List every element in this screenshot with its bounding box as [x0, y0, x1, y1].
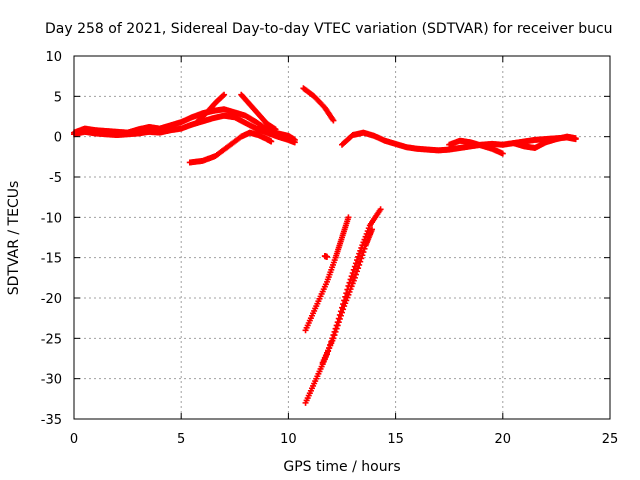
data-point — [499, 150, 506, 157]
data-point — [352, 271, 359, 278]
data-point — [349, 269, 356, 276]
data-point — [361, 245, 368, 252]
track-upper-rise — [195, 91, 228, 124]
data-point — [350, 277, 357, 284]
data-point — [268, 138, 275, 145]
data-point — [348, 273, 355, 280]
data-point — [352, 260, 359, 267]
data-point — [342, 300, 349, 307]
data-point — [343, 297, 350, 304]
data-series — [71, 85, 579, 406]
track-low-arc — [186, 129, 275, 166]
data-point — [345, 214, 352, 221]
data-point — [355, 265, 362, 272]
plot-frame — [73, 55, 611, 420]
y-tick-label: -30 — [41, 373, 62, 388]
data-point — [351, 274, 358, 281]
data-point — [272, 126, 279, 133]
data-point — [349, 280, 356, 287]
data-point — [354, 268, 361, 275]
x-tick-label: 15 — [387, 432, 404, 447]
data-point — [336, 315, 343, 322]
data-point — [332, 328, 339, 335]
y-tick-label: -25 — [41, 332, 62, 347]
data-point — [335, 319, 342, 326]
y-tick-label: -10 — [41, 211, 62, 226]
track-right-low — [446, 137, 506, 157]
data-point — [350, 266, 357, 273]
y-tick-label: -20 — [41, 292, 62, 307]
x-tick-label: 25 — [602, 432, 619, 447]
data-point — [344, 294, 351, 301]
data-point — [348, 283, 355, 290]
x-tick-label: 5 — [177, 432, 185, 447]
grid-lines — [74, 56, 610, 419]
data-point — [358, 255, 365, 262]
data-point — [337, 312, 344, 319]
data-point — [333, 325, 340, 332]
isolated-point — [321, 253, 330, 260]
data-point — [330, 335, 337, 342]
y-tick-label: -15 — [41, 252, 62, 267]
data-point — [572, 135, 579, 142]
data-point — [347, 286, 354, 293]
axis-ticks — [73, 55, 611, 420]
x-tick-labels: 0 5 10 15 20 25 — [70, 432, 618, 447]
data-point — [323, 253, 330, 260]
data-point — [360, 249, 367, 256]
data-point — [346, 288, 353, 295]
data-point — [357, 258, 364, 265]
data-point — [334, 322, 341, 329]
y-tick-labels: 10 5 0 -5 -10 -15 -20 -25 -30 -35 — [41, 50, 62, 428]
track-peak-descent — [238, 91, 279, 133]
data-point — [220, 92, 227, 99]
x-axis-title: GPS time / hours — [283, 459, 400, 475]
data-point — [347, 276, 354, 283]
data-point — [341, 303, 348, 310]
track-right-long — [339, 129, 579, 154]
data-point — [340, 306, 347, 313]
x-tick-label: 0 — [70, 432, 78, 447]
data-point — [345, 291, 352, 298]
y-axis-title: SDTVAR / TECUs — [6, 181, 22, 296]
data-point — [354, 257, 361, 264]
chart-title: Day 258 of 2021, Sidereal Day-to-day VTE… — [45, 21, 613, 37]
data-point — [356, 261, 363, 268]
data-point — [355, 253, 362, 260]
data-point — [339, 309, 345, 316]
y-tick-label: 10 — [45, 50, 62, 65]
data-point — [331, 332, 338, 339]
y-tick-label: 5 — [54, 90, 62, 105]
track-steep-mid — [319, 226, 376, 366]
data-point — [346, 279, 353, 286]
data-point — [357, 247, 364, 254]
track-short-fall — [300, 85, 337, 124]
x-tick-label: 20 — [495, 432, 512, 447]
data-point — [369, 226, 376, 233]
x-tick-label: 10 — [280, 432, 297, 447]
data-point — [291, 139, 298, 146]
data-point — [359, 252, 366, 259]
data-point — [377, 206, 384, 213]
data-point — [330, 117, 337, 124]
y-tick-label: 0 — [54, 131, 62, 146]
track-right-mid — [510, 133, 579, 151]
track-steep-left — [302, 214, 352, 334]
data-point — [351, 263, 358, 270]
data-point — [221, 91, 228, 98]
y-tick-label: -35 — [41, 413, 62, 428]
data-point — [358, 244, 365, 251]
data-point — [356, 250, 363, 257]
y-tick-label: -5 — [49, 171, 62, 186]
